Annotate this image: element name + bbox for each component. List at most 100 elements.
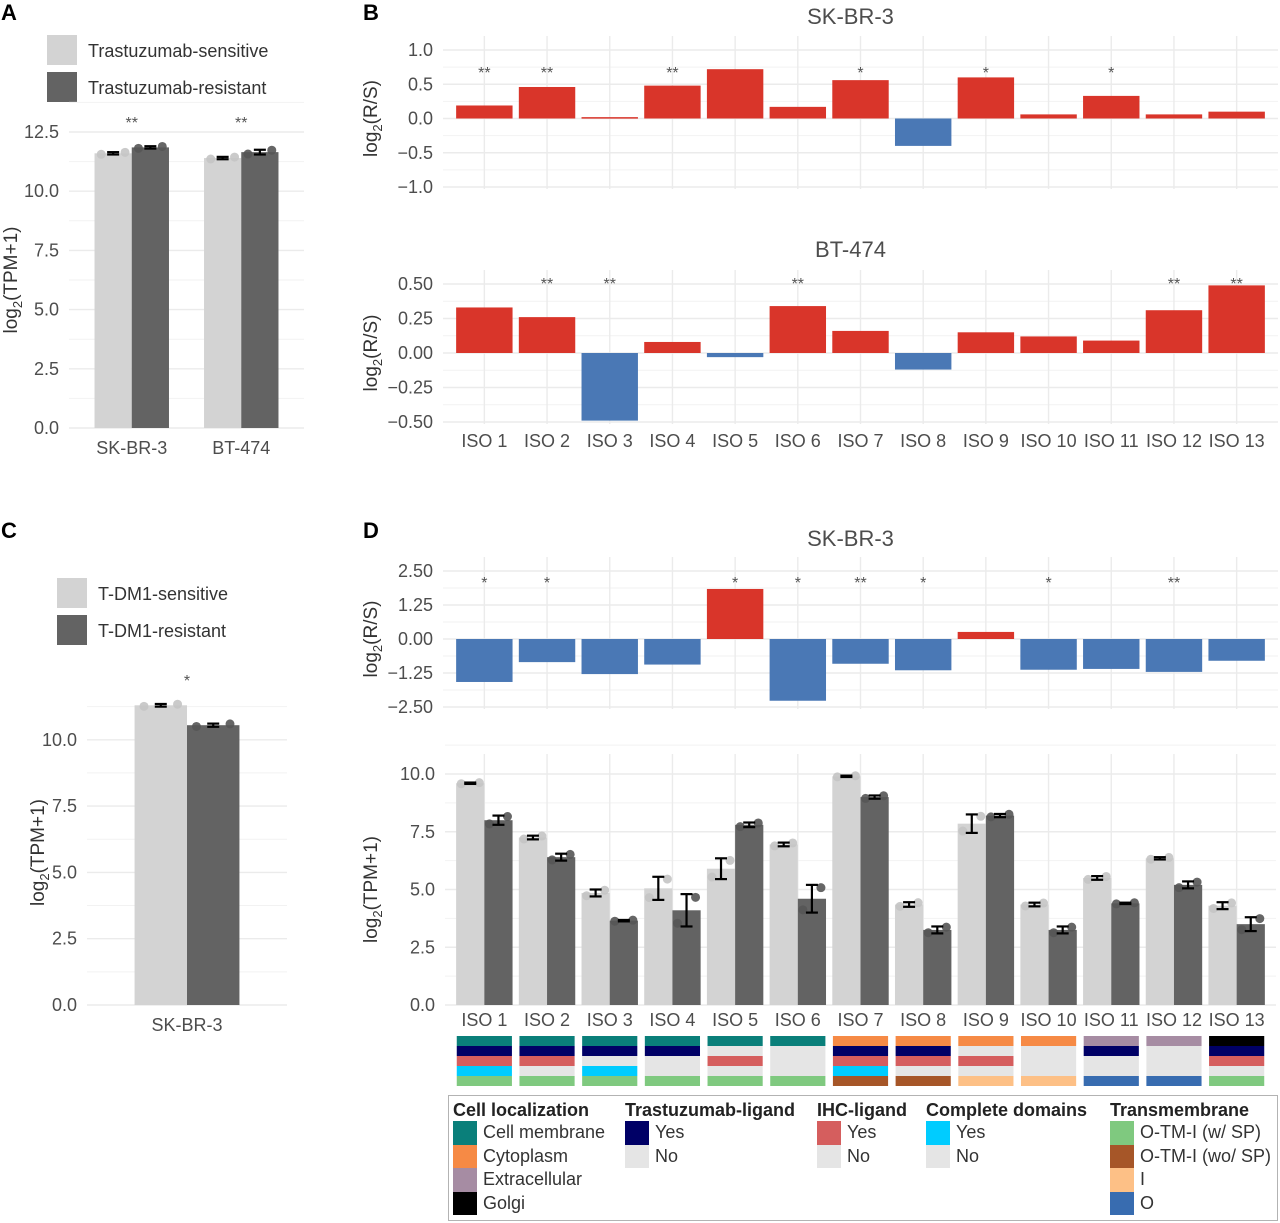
bar — [456, 783, 485, 1005]
annotation-tile — [1209, 1066, 1265, 1076]
legend-item: O-TM-I (w/ SP) — [1110, 1121, 1271, 1145]
annotation-tile — [456, 1056, 512, 1066]
bar — [1020, 114, 1077, 119]
y-tick-label: 1.0 — [408, 40, 433, 60]
legend-swatch — [47, 35, 77, 65]
x-tick-label: ISO 2 — [524, 1010, 570, 1030]
data-point — [547, 855, 557, 865]
legend-label: Golgi — [483, 1192, 526, 1213]
bar — [923, 929, 952, 1005]
data-point — [225, 719, 235, 729]
bar — [609, 920, 638, 1005]
annotation-tile — [1146, 1036, 1202, 1046]
y-tick-label: 10.0 — [400, 764, 435, 784]
x-tick-label: ISO 12 — [1146, 431, 1202, 451]
legend-swatch — [625, 1121, 649, 1145]
annotation-tile — [1083, 1036, 1139, 1046]
annotation-tile — [958, 1056, 1014, 1066]
data-point — [986, 812, 996, 822]
x-tick-label: SK-BR-3 — [151, 1015, 222, 1035]
annotation-tile — [456, 1076, 512, 1086]
bar — [860, 797, 889, 1005]
bar — [894, 904, 924, 1005]
y-tick-label: 0.50 — [398, 274, 433, 294]
annotation-tile — [895, 1076, 951, 1086]
annotation-tile — [1209, 1046, 1265, 1056]
legend-group-trastuzumab-ligand: Trastuzumab-ligand Yes No — [625, 1100, 795, 1168]
legend-item: Cytoplasm — [453, 1144, 605, 1168]
y-tick-label: 0.00 — [398, 343, 433, 363]
x-tick-label: ISO 2 — [524, 431, 570, 451]
data-point — [707, 872, 717, 882]
significance-label: * — [544, 575, 550, 592]
panel-title: BT-474 — [815, 237, 886, 262]
bar — [832, 80, 889, 119]
y-tick-label: −2.50 — [387, 697, 433, 717]
data-point — [610, 916, 620, 926]
bar — [581, 639, 638, 675]
legend-group-complete-domains: Complete domains Yes No — [926, 1100, 1087, 1168]
y-axis-title: log2(TPM+1) — [361, 836, 385, 943]
data-point — [243, 149, 253, 159]
annotation-tile — [707, 1066, 763, 1076]
significance-label: * — [1108, 65, 1114, 82]
annotation-tile — [456, 1066, 512, 1076]
bar — [985, 815, 1015, 1005]
bar — [1208, 905, 1237, 1005]
annotation-tile — [644, 1036, 701, 1046]
x-tick-label: ISO 4 — [649, 1010, 695, 1030]
legend-label: Trastuzumab-sensitive — [88, 41, 268, 61]
legend-item: Yes — [625, 1121, 795, 1145]
data-point — [519, 834, 529, 844]
data-point — [1101, 871, 1111, 881]
panel-letter-b: B — [363, 0, 379, 25]
x-tick-label: ISO 12 — [1146, 1010, 1202, 1030]
x-tick-label: ISO 5 — [712, 431, 758, 451]
data-point — [958, 826, 968, 836]
legend-item: O — [1110, 1191, 1271, 1215]
legend-swatch — [57, 615, 87, 645]
annotation-tile — [1209, 1036, 1265, 1046]
legend-swatch — [453, 1191, 477, 1215]
significance-label: * — [920, 575, 926, 592]
legend-label: Yes — [655, 1122, 685, 1143]
annotation-tile — [519, 1066, 575, 1076]
bar — [484, 820, 513, 1005]
bar — [1020, 904, 1049, 1005]
y-tick-label: 10.0 — [24, 181, 59, 201]
annotation-tile — [1146, 1076, 1202, 1086]
legend-swatch — [625, 1144, 649, 1168]
y-tick-label: 5.0 — [410, 880, 435, 900]
legend-group-title: Trastuzumab-ligand — [625, 1100, 796, 1120]
data-point — [1146, 854, 1156, 864]
annotation-tile — [519, 1036, 575, 1046]
annotation-tile — [895, 1056, 951, 1066]
annotation-tile — [1020, 1046, 1077, 1056]
x-tick-label: ISO 11 — [1084, 431, 1139, 451]
x-tick-label: ISO 4 — [649, 431, 695, 451]
significance-label: ** — [1168, 276, 1180, 293]
x-tick-label: ISO 8 — [900, 1010, 946, 1030]
data-point — [1227, 898, 1237, 908]
y-tick-label: 0.25 — [398, 309, 433, 329]
x-tick-label: ISO 13 — [1209, 1010, 1265, 1030]
legend-swatch — [453, 1144, 477, 1168]
bar — [1111, 903, 1140, 1005]
bar — [1208, 285, 1265, 353]
legend-swatch — [47, 72, 77, 102]
legend-item: I — [1110, 1168, 1271, 1192]
x-tick-label: ISO 5 — [712, 1010, 758, 1030]
legend-group-ihc-ligand: IHC-ligand Yes No — [817, 1100, 907, 1168]
data-point — [673, 918, 683, 928]
legend-item: Extracellular — [453, 1168, 605, 1192]
legend-swatch — [1110, 1191, 1134, 1215]
data-point — [600, 885, 610, 895]
y-tick-label: −0.5 — [397, 143, 433, 163]
bar — [581, 117, 638, 119]
y-tick-label: 0.0 — [410, 995, 435, 1015]
data-point — [1083, 874, 1093, 884]
annotation-tile — [770, 1036, 826, 1046]
annotation-tile — [1083, 1066, 1139, 1076]
x-tick-label: ISO 3 — [587, 431, 633, 451]
y-tick-label: 0.0 — [34, 418, 59, 438]
